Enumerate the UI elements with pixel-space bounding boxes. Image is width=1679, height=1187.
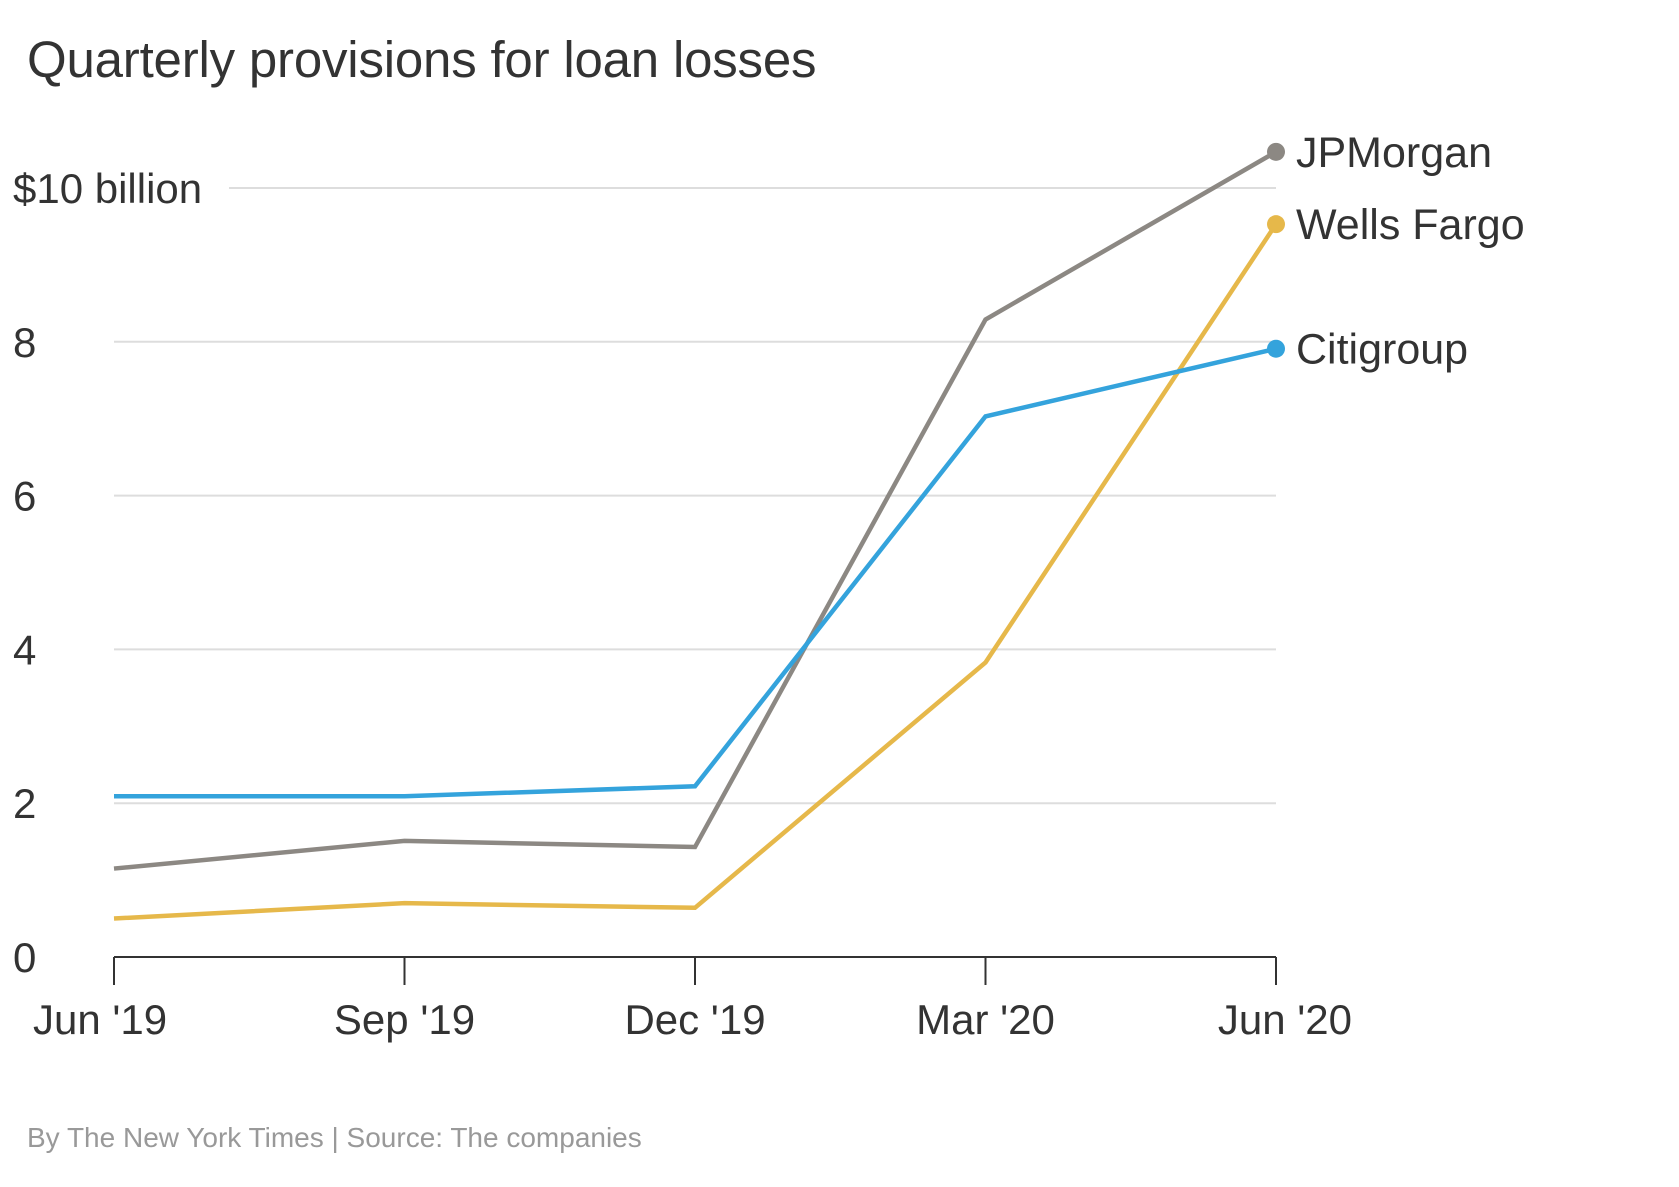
y-tick-label-1: 2: [13, 780, 36, 827]
labels: 0 2 4 6 8 $10 billion Jun '19 Sep '19 Dec '19 Mar…: [13, 129, 1525, 1043]
x-tick-label-4: Jun '20: [1218, 996, 1352, 1043]
end-point-wells-fargo: [1267, 215, 1285, 234]
series-line-jpmorgan: [113, 149, 1278, 871]
y-tick-label-3: 6: [13, 473, 36, 520]
x-tick-label-2: Dec '19: [624, 996, 765, 1043]
x-tick-label-0: Jun '19: [33, 996, 167, 1043]
y-tick-label-0: 0: [13, 934, 36, 981]
series-label-citigroup: Citigroup: [1296, 326, 1468, 374]
y-tick-label-4: 8: [13, 319, 36, 366]
y-tick-label-5: $10 billion: [13, 165, 202, 212]
series-lines: [113, 142, 1285, 921]
series-label-jpmorgan: JPMorgan: [1296, 129, 1492, 177]
end-point-jpmorgan: [1267, 142, 1285, 161]
y-tick-label-2: 4: [13, 626, 36, 673]
series-line-wells-fargo: [113, 222, 1278, 921]
source-credit: By The New York Times | Source: The comp…: [27, 1122, 642, 1153]
x-axis: [113, 956, 1277, 985]
gridlines: [114, 187, 1276, 805]
series-line-citigroup: [114, 346, 1277, 799]
x-tick-label-3: Mar '20: [916, 996, 1055, 1043]
series-label-wells-fargo: Wells Fargo: [1296, 201, 1525, 249]
end-point-citigroup: [1267, 339, 1285, 358]
x-tick-label-1: Sep '19: [334, 996, 475, 1043]
chart-title: Quarterly provisions for loan losses: [27, 31, 817, 88]
